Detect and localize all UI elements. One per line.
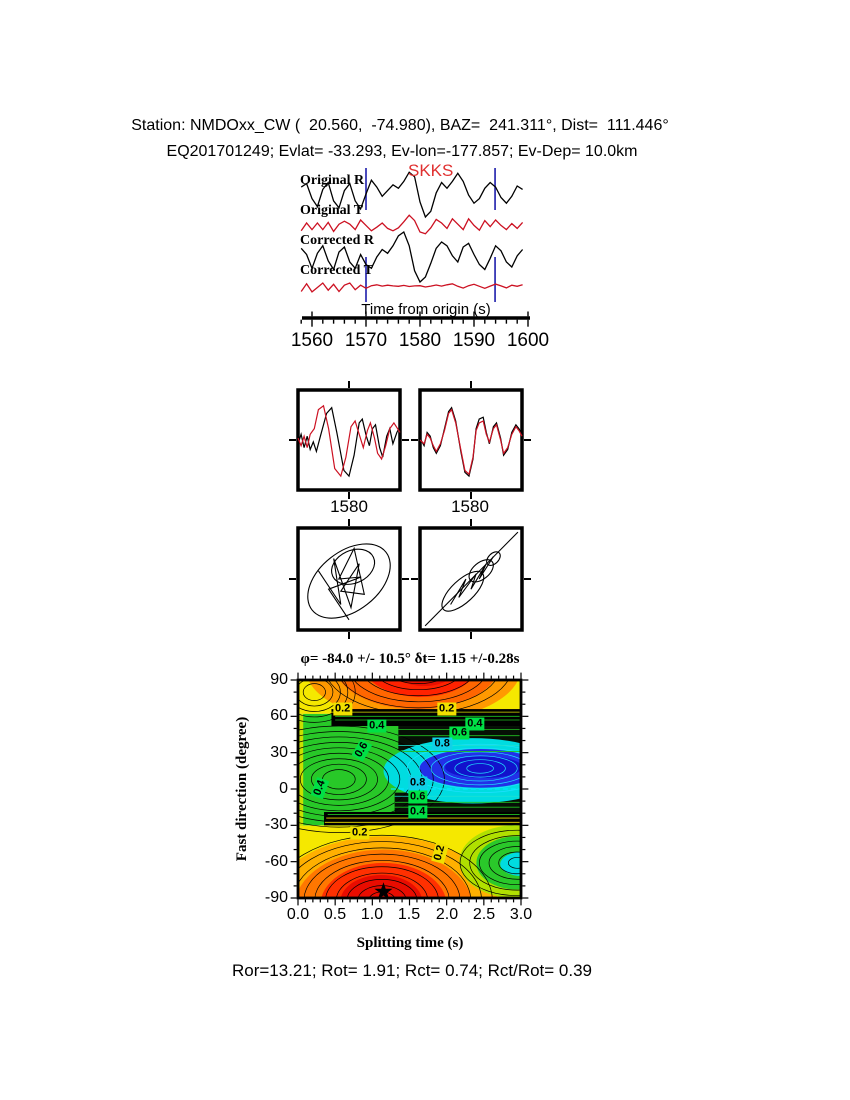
xtick-15: 1.5 (397, 906, 421, 923)
contour-field (298, 680, 521, 898)
trace-corrected-t (300, 282, 523, 293)
ytick-m90: -90 (264, 889, 288, 906)
time-axis-label: Time from origin (s) (361, 301, 491, 318)
contour-x-axis-label: Splitting time (s) (356, 935, 464, 951)
contour-label-0.4: 0.4 (465, 717, 485, 731)
result-summary: Ror=13.21; Rot= 1.91; Rct= 0.74; Rct/Rot… (231, 961, 593, 980)
contour-label-0.2: 0.2 (350, 826, 370, 840)
time-tick-1600: 1600 (506, 330, 550, 351)
ytick-0: 0 (279, 780, 288, 797)
trace-original-t (300, 214, 524, 235)
xtick-05: 0.5 (323, 906, 347, 923)
panel-frame (418, 388, 524, 492)
best-fit-star-marker (374, 882, 393, 900)
xtick-25: 2.5 (472, 906, 496, 923)
compare-tick-label-left: 1580 (330, 497, 368, 516)
ytick-30: 30 (270, 744, 288, 761)
trace-label-corrected-r: Corrected R (300, 233, 374, 248)
event-title: EQ201701249; Evlat= -33.293, Ev-lon=-177… (166, 143, 638, 160)
contour-label-0.8: 0.8 (408, 776, 428, 790)
compare-series (419, 408, 523, 476)
waveform-plot (300, 168, 530, 327)
contour-label-layer: 0.2 0.2 0.4 0.4 0.6 0.8 0.6 0.4 0.8 0.6 0.4 0.2 0.2 (298, 680, 521, 898)
contour-label-0.4: 0.4 (310, 776, 330, 800)
contour-label-0.4: 0.4 (408, 805, 428, 819)
panel-frame (418, 526, 524, 632)
trace-label-corrected-t: Corrected T (300, 263, 373, 278)
contour-label-0.6: 0.6 (449, 726, 469, 740)
trace-label-original-t: Original T (300, 203, 364, 218)
particle-scribble (450, 556, 494, 605)
contour-title: φ= -84.0 +/- 10.5° δt= 1.15 +/-0.28s (300, 651, 520, 667)
ytick-60: 60 (270, 707, 288, 724)
phase-label-skks: SKKS (408, 161, 454, 180)
contour-label-0.4: 0.4 (367, 719, 387, 733)
contour-label-0.2: 0.2 (332, 702, 353, 716)
xtick-30: 3.0 (509, 906, 533, 923)
particle-scribble (317, 546, 366, 621)
particle-orbit (307, 543, 391, 619)
contour-frame (296, 678, 523, 900)
time-tick-1580: 1580 (398, 330, 442, 351)
xtick-20: 2.0 (435, 906, 459, 923)
particle-orbit (486, 551, 501, 566)
ytick-90: 90 (270, 671, 288, 688)
time-tick-1590: 1590 (452, 330, 496, 351)
particle-orbit (331, 548, 376, 585)
compare-series (297, 404, 401, 478)
xtick-0: 0.0 (286, 906, 310, 923)
contour-label-0.8: 0.8 (432, 737, 452, 751)
contour-label-0.2: 0.2 (431, 842, 449, 865)
panel-frame (296, 526, 402, 632)
compare-tick-label-right: 1580 (451, 497, 489, 516)
panel-frame (296, 388, 402, 492)
ytick-m30: -30 (264, 816, 288, 833)
contour-plot (290, 672, 529, 906)
time-tick-1570: 1570 (344, 330, 388, 351)
station-title: Station: NMDOxx_CW ( 20.560, -74.980), B… (131, 117, 669, 134)
compare-and-particle-plots (289, 381, 531, 639)
contour-label-0.2: 0.2 (437, 702, 457, 716)
particle-orbit (468, 559, 494, 583)
xtick-10: 1.0 (360, 906, 384, 923)
trace-corrected-r (300, 230, 524, 284)
contour-label-0.6: 0.6 (408, 790, 428, 804)
compare-series (297, 406, 401, 478)
trace-label-original-r: Original R (300, 173, 365, 188)
ytick-m60: -60 (264, 853, 288, 870)
contour-label-0.6: 0.6 (351, 738, 373, 762)
trace-original-r (300, 171, 523, 219)
time-tick-1560: 1560 (290, 330, 334, 351)
particle-line (424, 531, 519, 627)
